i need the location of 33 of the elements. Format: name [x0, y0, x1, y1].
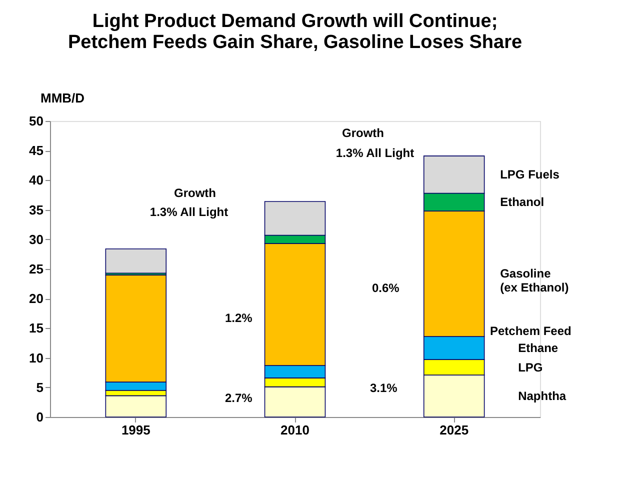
x-tick-label: 2025: [440, 422, 469, 438]
chart-title: Light Product Demand Growth will Continue; Petchem Feeds Gain Share, Gasoline Loses Share: [68, 11, 522, 53]
x-tick-label: 1995: [121, 422, 150, 438]
series-label: Ethanol: [500, 195, 544, 210]
y-tick-label: 50: [29, 114, 44, 128]
y-tick-label: 40: [29, 172, 44, 188]
annotation: Growth: [174, 186, 216, 200]
y-tick-label: 35: [29, 202, 44, 218]
y-axis-title: MMB/D: [40, 90, 85, 106]
y-tick-label: 30: [29, 232, 44, 247]
text: Ethane: [518, 341, 558, 356]
y-tick-label: 15: [29, 320, 44, 336]
annotation: 2.7%: [225, 391, 253, 405]
text: Naphtha: [518, 388, 566, 403]
bar: [105, 395, 167, 418]
y-tick-label: 45: [29, 143, 44, 158]
y-tick-label: 25: [29, 262, 44, 276]
x-tick-label: 2010: [280, 422, 310, 438]
y-tick-label: 5: [36, 380, 44, 395]
annotation: 1.2%: [225, 311, 253, 325]
y-tick-label: 0: [36, 410, 44, 424]
series-label: Gasoline (ex Ethanol): [500, 266, 569, 295]
annotation: 0.6%: [372, 281, 400, 295]
annotation: Petchem Feed: [490, 324, 572, 338]
bar: [105, 248, 167, 274]
annotation: 1.3% All Light: [150, 205, 228, 219]
y-tick-label: 10: [29, 350, 44, 366]
annotation: Growth: [342, 126, 384, 140]
y-tick-label: 20: [29, 291, 44, 306]
text: LPG: [518, 360, 543, 374]
annotation: 1.3% All Light: [336, 146, 414, 160]
series-label: LPG Fuels: [500, 168, 560, 182]
annotation: 3.1%: [370, 381, 398, 395]
